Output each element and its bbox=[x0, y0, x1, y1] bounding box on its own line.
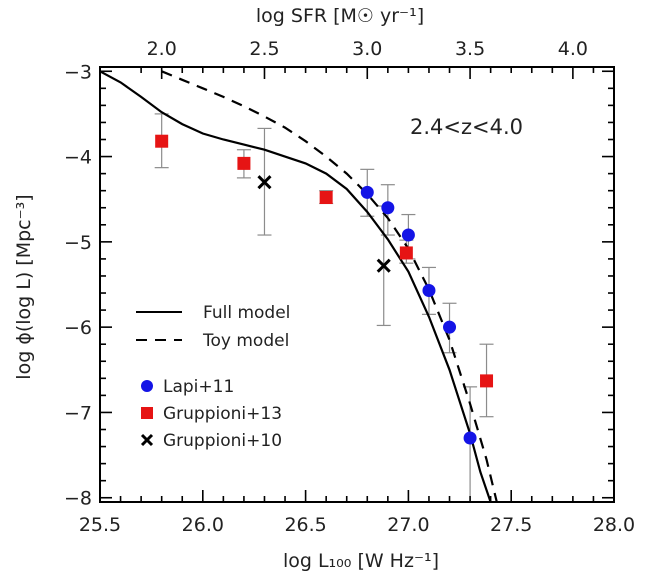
legend-label-full-model: Full model bbox=[203, 303, 290, 323]
legend-label-toy-model: Toy model bbox=[202, 331, 289, 351]
gruppioni10-point bbox=[257, 175, 272, 190]
gruppioni13-point bbox=[399, 246, 413, 260]
gruppioni13-point bbox=[155, 134, 169, 148]
top-tick-label: 3.0 bbox=[352, 38, 382, 60]
plot-frame bbox=[99, 66, 615, 503]
legend-marker-gruppioni10 bbox=[140, 433, 154, 447]
top-tick-label: 2.0 bbox=[147, 38, 177, 60]
lapi-point bbox=[463, 431, 477, 445]
axis-ticks bbox=[99, 67, 615, 502]
toy-model-line bbox=[161, 70, 498, 503]
model-lines bbox=[99, 70, 498, 503]
full-model-line bbox=[99, 70, 492, 503]
x-tick-label: 27.0 bbox=[387, 514, 429, 536]
y-tick-label: −5 bbox=[64, 232, 92, 254]
lapi-point bbox=[401, 228, 415, 242]
legend-label-gruppioni13: Gruppioni+13 bbox=[163, 404, 282, 424]
y-tick-label: −8 bbox=[64, 488, 92, 510]
y-axis-title: log ϕ(log L) [Mpc⁻³] bbox=[13, 194, 35, 379]
lapi-point bbox=[422, 283, 436, 297]
top-axis-title: log SFR [M☉ yr⁻¹] bbox=[256, 5, 424, 27]
gruppioni13-point bbox=[319, 191, 333, 204]
legend: Full model Toy model Lapi+11 Gruppioni+1… bbox=[136, 303, 290, 451]
y-tick-label: −7 bbox=[64, 402, 92, 424]
y-tick-label: −3 bbox=[64, 61, 92, 83]
legend-marker-lapi bbox=[141, 380, 153, 392]
legend-marker-gruppioni13 bbox=[141, 407, 153, 419]
lapi-point bbox=[360, 185, 374, 199]
redshift-annotation: 2.4<z<4.0 bbox=[410, 115, 523, 139]
x-axis-title: log L₁₀₀ [W Hz⁻¹] bbox=[283, 550, 439, 572]
y-tick-label: −6 bbox=[64, 317, 92, 339]
x-tick-label: 26.5 bbox=[284, 514, 326, 536]
top-tick-label: 3.5 bbox=[455, 38, 485, 60]
data-markers bbox=[155, 134, 494, 445]
legend-label-lapi: Lapi+11 bbox=[163, 377, 234, 397]
gruppioni13-point bbox=[480, 374, 494, 388]
top-tick-label: 2.5 bbox=[249, 38, 279, 60]
y-tick-label: −4 bbox=[64, 147, 92, 169]
gruppioni10-point bbox=[376, 258, 391, 273]
legend-label-gruppioni10: Gruppioni+10 bbox=[163, 431, 282, 451]
x-tick-label: 26.0 bbox=[182, 514, 224, 536]
gruppioni13-point bbox=[237, 156, 251, 170]
x-tick-label: 28.0 bbox=[593, 514, 635, 536]
lapi-point bbox=[381, 201, 395, 215]
tick-labels: 25.5 26.0 26.5 27.0 27.5 28.0 2.0 2.5 3.0 3.5 4.0 −… bbox=[64, 38, 635, 536]
x-tick-label: 25.5 bbox=[79, 514, 121, 536]
x-tick-label: 27.5 bbox=[490, 514, 532, 536]
lapi-point bbox=[443, 320, 457, 334]
top-tick-label: 4.0 bbox=[558, 38, 588, 60]
